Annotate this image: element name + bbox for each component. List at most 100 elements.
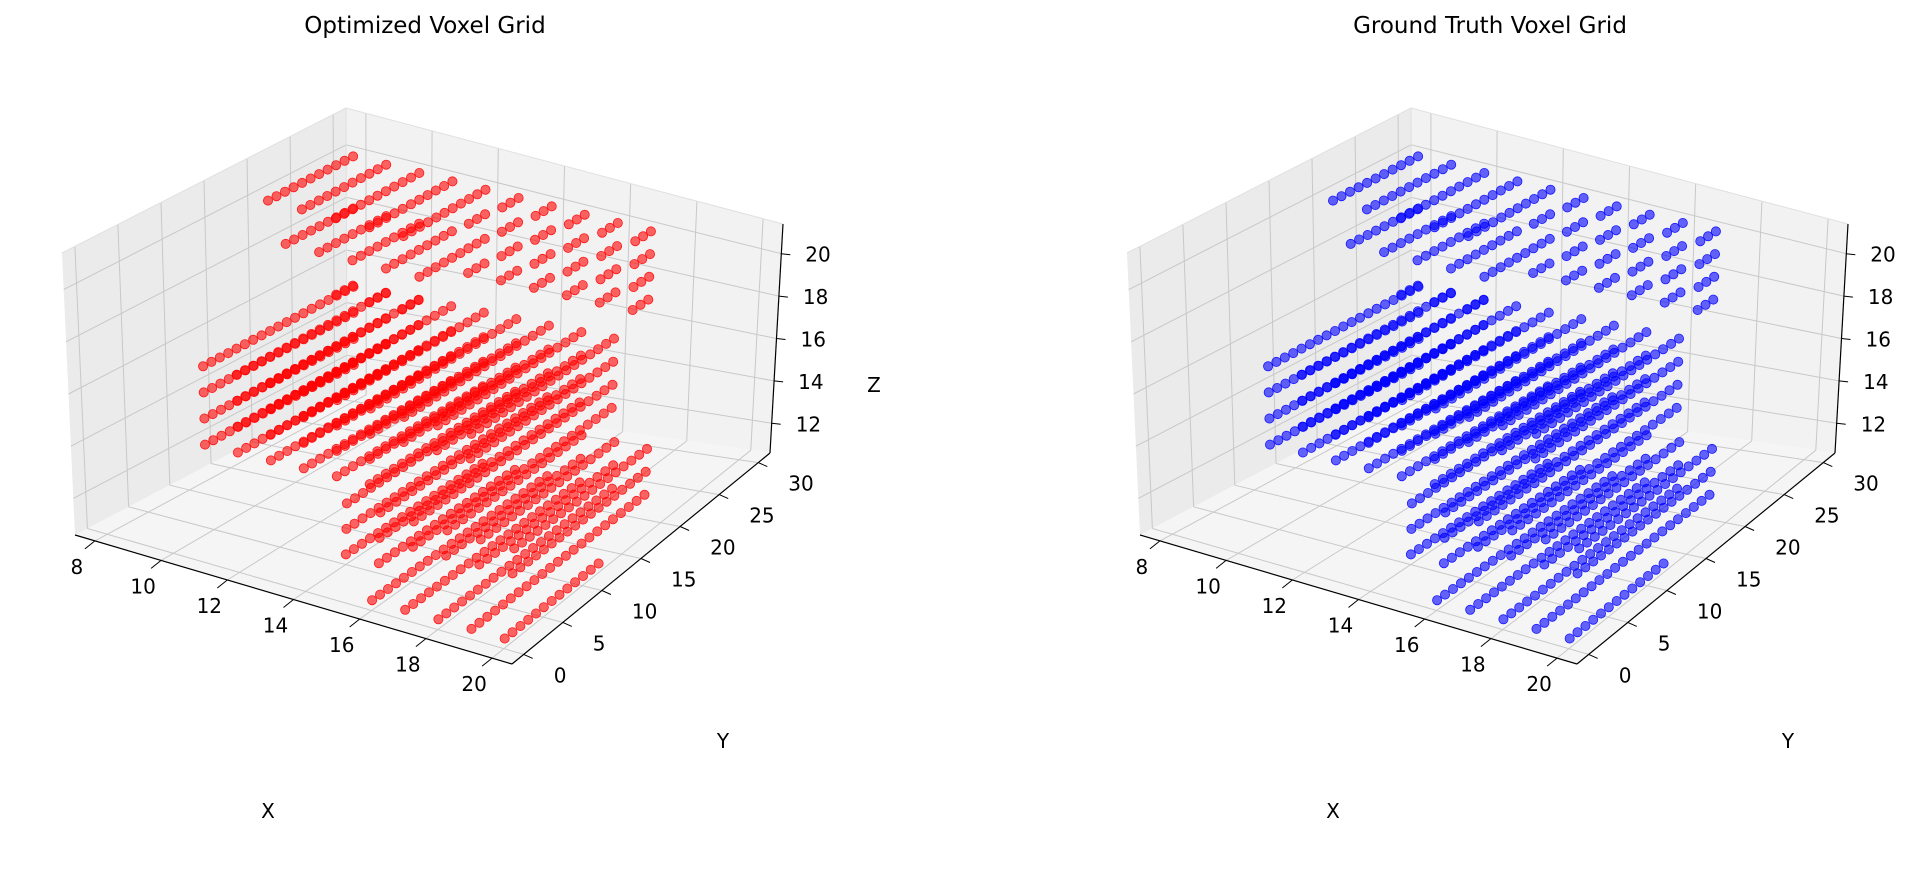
voxel-point	[1621, 508, 1632, 519]
x-tick-label: 12	[1262, 594, 1287, 618]
voxel-point	[415, 480, 426, 491]
voxel-point	[1371, 432, 1382, 443]
voxel-point	[1414, 518, 1425, 529]
voxel-point	[584, 532, 595, 543]
voxel-point	[464, 399, 475, 410]
voxel-point	[1488, 217, 1499, 228]
voxel-point	[1569, 373, 1580, 384]
voxel-point	[455, 429, 466, 440]
voxel-point	[1363, 463, 1374, 474]
voxel-point	[372, 292, 383, 303]
voxel-point	[1642, 280, 1653, 291]
voxel-point	[399, 411, 410, 422]
voxel-point	[1595, 210, 1606, 221]
voxel-point	[1412, 358, 1423, 369]
voxel-point	[1617, 342, 1628, 353]
voxel-point	[503, 345, 514, 356]
voxel-point	[1519, 348, 1530, 359]
voxel-point	[1322, 407, 1333, 418]
y-tick	[601, 590, 612, 595]
voxel-point	[380, 263, 391, 274]
voxel-point	[1634, 359, 1645, 370]
voxel-point	[298, 437, 309, 448]
voxel-point	[499, 517, 510, 528]
voxel-point	[1413, 410, 1424, 421]
voxel-point	[1640, 401, 1651, 412]
voxel-point	[576, 430, 587, 441]
voxel-point	[470, 338, 481, 349]
y-tick	[1744, 526, 1755, 531]
voxel-point	[414, 426, 425, 437]
voxel-point	[1520, 454, 1531, 465]
voxel-point	[1610, 375, 1621, 386]
voxel-point	[471, 238, 482, 249]
voxel-point	[341, 523, 352, 534]
voxel-point	[356, 456, 367, 467]
gridline-z	[70, 302, 347, 447]
voxel-point	[430, 185, 441, 196]
voxel-point	[1624, 412, 1635, 423]
voxel-point	[497, 542, 508, 553]
voxel-point	[1570, 197, 1581, 208]
voxel-point	[381, 159, 392, 170]
voxel-point	[593, 558, 604, 569]
voxel-point	[1683, 461, 1694, 472]
y-tick	[679, 526, 690, 531]
voxel-point	[1355, 441, 1366, 452]
voxel-point	[239, 365, 250, 376]
voxel-point	[1690, 478, 1701, 489]
voxel-point	[553, 556, 564, 567]
voxel-point	[1395, 238, 1406, 249]
scatter-points	[1263, 151, 1721, 644]
voxel-point	[1709, 271, 1720, 282]
z-tick	[774, 380, 784, 383]
voxel-point	[440, 415, 451, 426]
voxel-point	[509, 543, 520, 554]
voxel-point	[1602, 253, 1613, 264]
voxel-point	[1397, 420, 1408, 431]
voxel-point	[339, 155, 350, 166]
voxel-point	[332, 395, 343, 406]
voxel-point	[554, 477, 565, 488]
voxel-point	[447, 434, 458, 445]
voxel-point	[1412, 280, 1423, 291]
voxel-point	[1473, 599, 1484, 610]
voxel-point	[1644, 490, 1655, 501]
voxel-point	[578, 571, 589, 582]
voxel-point	[398, 572, 409, 583]
voxel-point	[1440, 507, 1451, 518]
voxel-point	[439, 575, 450, 586]
voxel-point	[431, 391, 442, 402]
voxel-point	[273, 399, 284, 410]
voxel-point	[563, 219, 574, 230]
voxel-point	[512, 368, 523, 379]
voxel-point	[330, 186, 341, 197]
voxel-point	[1628, 219, 1639, 230]
voxel-point	[1564, 633, 1575, 644]
voxel-point	[382, 584, 393, 595]
voxel-point	[413, 295, 424, 306]
voxel-point	[414, 167, 425, 178]
voxel-point	[1395, 213, 1406, 224]
voxel-point	[1672, 379, 1683, 390]
voxel-point	[546, 201, 557, 212]
voxel-point	[473, 502, 484, 513]
voxel-point	[454, 348, 465, 359]
voxel-point	[199, 413, 210, 424]
voxel-point	[1540, 534, 1551, 545]
voxel-point	[552, 342, 563, 353]
voxel-point	[373, 423, 384, 434]
z-tick	[1839, 380, 1849, 383]
voxel-point	[536, 428, 547, 439]
voxel-point	[489, 437, 500, 448]
voxel-point	[1545, 389, 1556, 400]
voxel-point	[364, 222, 375, 233]
voxel-point	[1406, 498, 1417, 509]
voxel-point	[314, 324, 325, 335]
voxel-point	[1388, 319, 1399, 330]
voxel-point	[1304, 365, 1315, 376]
voxel-point	[1633, 435, 1644, 446]
voxel-point	[1353, 182, 1364, 193]
z-tick-label: 20	[1870, 243, 1895, 267]
voxel-point	[1594, 463, 1605, 474]
